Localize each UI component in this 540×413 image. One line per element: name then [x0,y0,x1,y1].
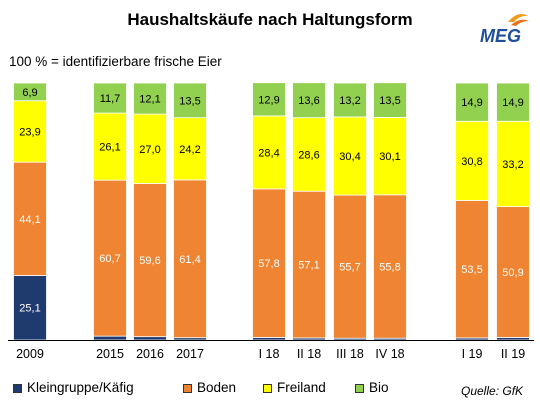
bar-segment [252,115,286,190]
x-tick-label: IV 18 [375,347,404,361]
data-label: 44,1 [19,214,40,226]
bar-segment [333,82,367,118]
chart-subtitle: 100 % = identifizierbare frische Eier [9,54,222,69]
bar-segment [373,194,407,339]
data-label: 33,2 [502,159,523,171]
bar-segment [13,161,47,276]
x-tick-label: II 18 [297,347,321,361]
data-label: 25,1 [19,303,40,315]
data-label: 13,6 [298,95,319,107]
data-label: 13,2 [339,95,360,107]
bar-segment [173,117,207,181]
legend-label: Kleingruppe/Käfig [27,380,134,395]
bar-segment [373,82,407,118]
bar-segment [496,120,530,208]
legend-label: Boden [197,380,237,395]
bar-segment [133,113,167,184]
x-tick-label: 2016 [136,347,164,361]
meg-logo: MEG [480,14,529,46]
data-label: 24,2 [179,144,200,156]
data-label: 30,8 [461,156,482,168]
x-tick-label: III 18 [336,347,364,361]
data-label: 55,7 [339,262,360,274]
data-label: 11,7 [100,93,121,105]
bar-segment [252,82,286,117]
data-label: 30,4 [339,151,360,163]
bar-segment [93,335,127,341]
data-label: 61,4 [179,254,200,266]
data-label: 14,9 [461,97,482,109]
bar-segment [333,116,367,196]
data-label: 27,0 [139,144,160,156]
legend-swatch [183,384,192,393]
data-label: 50,9 [502,267,523,279]
bar-segment [252,188,286,338]
data-label: 13,5 [379,95,400,107]
data-label: 57,8 [258,258,279,270]
source-note: Quelle: GfK [461,384,524,398]
data-label: 59,6 [139,255,160,267]
data-label: 30,1 [379,151,400,163]
data-label: 55,8 [379,261,400,273]
data-label: 14,9 [502,97,523,109]
bar-segment [496,82,530,122]
x-tick-label: 2015 [96,347,124,361]
data-label: 6,9 [22,87,37,99]
legend-label: Bio [369,380,389,395]
legend-swatch [355,384,364,393]
bar-segment [455,120,489,201]
legend-swatch [13,384,22,393]
x-tick-label: I 18 [259,347,280,361]
data-label: 60,7 [99,253,120,265]
bar-segment [93,112,127,181]
legend-swatch [263,384,272,393]
bar-segment [455,82,489,122]
bar-segment [93,179,127,337]
data-label: 23,9 [19,126,40,138]
bar-segment [93,82,127,114]
bar-segment [133,336,167,341]
data-label: 12,1 [139,94,160,106]
bar-segment [133,82,167,115]
bar-segment [292,117,326,192]
bar-segment [292,190,326,339]
bar-segment [133,183,167,338]
bar-segment [333,194,367,339]
bar-segment [13,100,47,163]
data-label: 57,1 [298,260,319,272]
bar-segment [13,82,47,102]
legend-label: Freiland [277,380,326,395]
data-label: 26,1 [99,142,120,154]
data-label: 53,5 [461,264,482,276]
bar-segment [455,200,489,339]
chart-title: Haushaltskäufe nach Haltungsform [127,10,413,29]
data-label: 12,9 [258,94,279,106]
data-label: 28,4 [258,147,279,159]
x-tick-label: II 19 [501,347,525,361]
bar-segment [173,179,207,339]
data-label: 13,5 [179,95,200,107]
bar-segment [173,82,207,119]
bar-segment [292,82,326,119]
x-tick-label: 2017 [176,347,204,361]
data-label: 28,6 [298,149,319,161]
logo-text: MEG [480,26,521,46]
x-tick-label: I 19 [462,347,483,361]
x-tick-label: 2009 [16,347,44,361]
